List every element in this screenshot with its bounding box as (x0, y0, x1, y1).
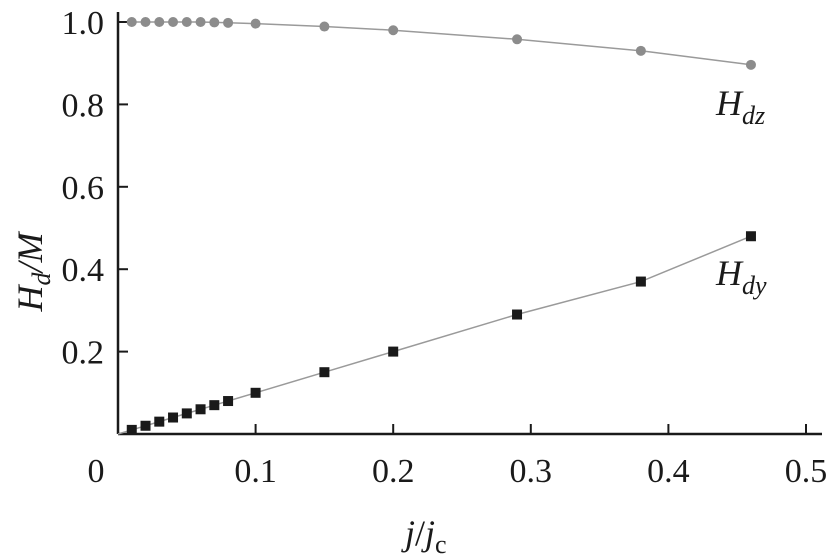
data-point-hdy (512, 309, 523, 320)
x-tick-label: 0.1 (234, 453, 277, 490)
data-point-hdy (745, 231, 756, 242)
y-tick-label: 0.8 (62, 87, 105, 124)
data-point-hdy (250, 387, 261, 398)
data-point-hdz (250, 18, 261, 29)
y-axis-title: Hd/M (10, 230, 56, 312)
labels: Hdz Hdy j/jc Hd/M (10, 83, 767, 559)
x-axis-title: j/jc (401, 513, 447, 559)
x-tick-label: 0.2 (372, 453, 415, 490)
data-point-hdz (223, 17, 234, 28)
data-point-hdy (319, 367, 330, 378)
y-tick-label: 1.0 (62, 5, 105, 42)
data-point-hdy (168, 412, 179, 423)
data-point-hdz (154, 17, 165, 27)
axes: 0 0.1 0.2 0.3 0.4 0.5 0.2 0.4 0.6 0.8 1.0 (62, 5, 828, 490)
y-tick-label: 0.6 (62, 170, 105, 207)
data-point-hdy (209, 400, 220, 411)
data-point-hdz (168, 17, 179, 27)
data-point-hdy (140, 420, 151, 431)
data-point-hdz (388, 25, 399, 36)
data-point-hdy (635, 276, 646, 287)
data-point-hdy (195, 404, 206, 415)
data-point-hdz (209, 17, 220, 28)
data-point-hdy (388, 346, 399, 357)
data-point-hdz (319, 21, 330, 32)
data-point-hdz (512, 34, 523, 45)
series-label-hdy: Hdy (715, 253, 767, 300)
x-tick-label: 0.3 (510, 453, 553, 490)
y-tick-label: 0.4 (62, 252, 105, 289)
y-tick-label: 0.2 (62, 335, 105, 372)
x-tick-label: 0.5 (785, 453, 828, 490)
data-point-hdz (195, 17, 206, 27)
data-point-hdz (126, 17, 137, 27)
data-point-hdy (154, 416, 165, 427)
data-point-hdz (635, 45, 646, 56)
data-point-hdy (223, 396, 234, 407)
x-tick-label: 0 (88, 453, 105, 490)
x-tick-label: 0.4 (647, 453, 690, 490)
series-label-hdz: Hdz (715, 83, 765, 130)
series-lines (117, 21, 752, 435)
data-point-hdy (126, 424, 137, 435)
series-line-0 (131, 21, 752, 66)
data-point-hdz (745, 59, 756, 70)
data-point-hdz (140, 17, 151, 27)
data-point-hdy (181, 408, 192, 419)
series-markers (126, 17, 756, 435)
data-point-hdz (181, 17, 192, 27)
